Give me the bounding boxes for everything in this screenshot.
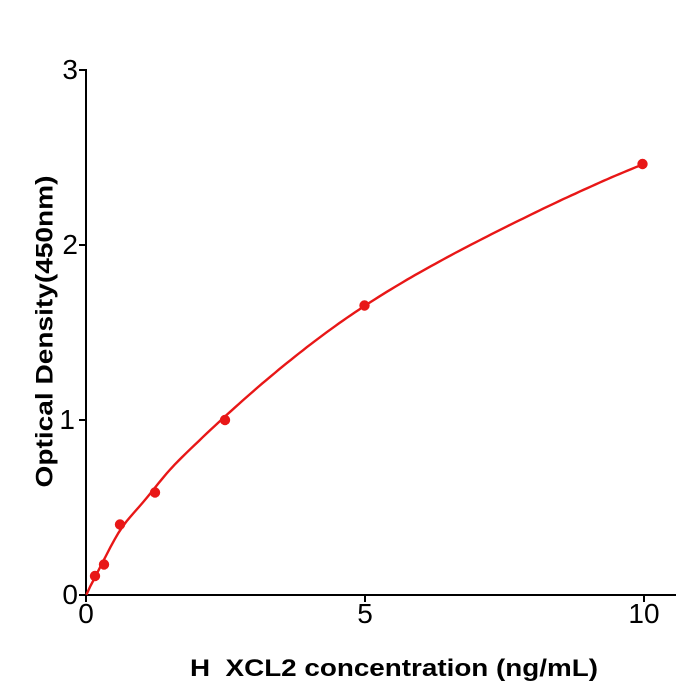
svg-text:5: 5 <box>357 598 373 629</box>
svg-text:Optical Density(450nm): Optical Density(450nm) <box>32 176 59 488</box>
svg-text:2: 2 <box>62 229 78 260</box>
svg-text:0: 0 <box>62 579 78 610</box>
svg-text:3: 3 <box>62 54 78 85</box>
svg-text:H XCL2 concentration (ng/mL): H XCL2 concentration (ng/mL) <box>190 655 598 682</box>
svg-text:10: 10 <box>628 598 659 629</box>
svg-text:1: 1 <box>59 404 75 435</box>
svg-text:0: 0 <box>78 598 94 629</box>
